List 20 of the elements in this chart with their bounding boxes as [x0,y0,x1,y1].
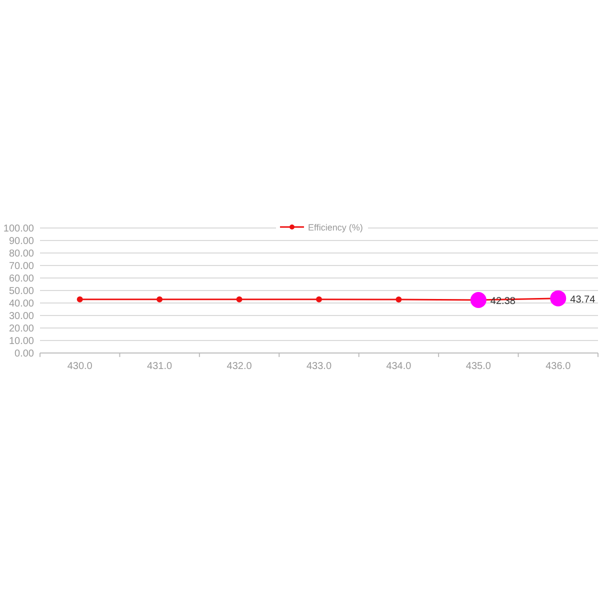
x-tick-label: 433.0 [306,361,332,372]
x-tick-label: 431.0 [147,361,173,372]
x-tick-label: 434.0 [386,361,412,372]
y-tick-label: 0.00 [14,348,34,360]
y-tick-label: 90.00 [8,236,34,247]
y-tick-label: 40.00 [8,298,34,310]
y-tick-label: 100.00 [3,224,34,234]
data-label: 43.74 [570,294,596,306]
y-tick-label: 10.00 [8,336,34,347]
x-tick-label: 432.0 [226,361,252,372]
legend-label: Efficiency (%) [308,222,363,232]
y-tick-label: 20.00 [8,324,34,334]
y-tick-label: 30.00 [8,311,34,322]
y-tick-label: 60.00 [8,274,34,284]
y-tick-label: 80.00 [8,248,34,260]
y-tick-label: 70.00 [8,261,34,272]
x-tick-label: 430.0 [67,361,93,372]
x-tick-label: 436.0 [546,361,572,372]
x-tick-label: 435.0 [466,361,492,372]
y-tick-label: 50.00 [8,286,34,297]
